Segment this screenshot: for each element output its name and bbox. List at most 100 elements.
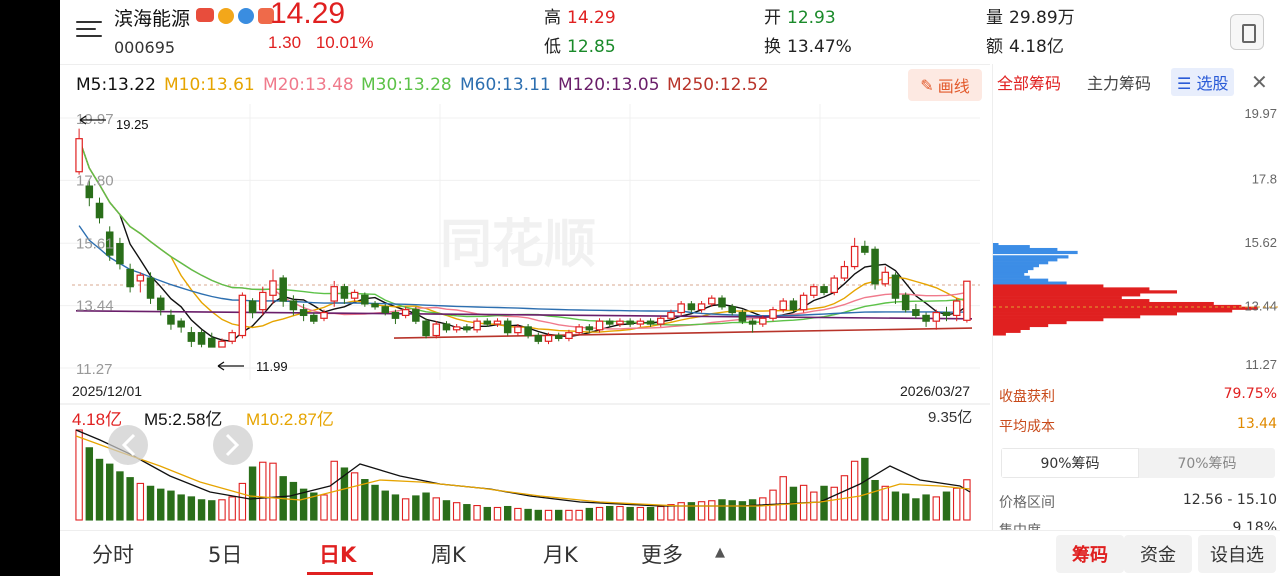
volume-bar: [75, 429, 83, 521]
volume-bar: [350, 472, 359, 521]
chip-bar: [993, 278, 1049, 282]
chip-bar: [993, 247, 1058, 252]
tab-more[interactable]: 更多: [641, 543, 683, 567]
volume-bar: [524, 508, 532, 521]
candle: [340, 283, 349, 304]
volume-bar: [299, 488, 308, 521]
candle: [136, 272, 145, 293]
volume-bar: [157, 488, 165, 521]
volume-bar: [218, 499, 226, 521]
chip-bar: [993, 266, 1034, 271]
svg-text:19.25: 19.25: [116, 117, 149, 132]
lightning-icon[interactable]: [258, 8, 274, 24]
volume-bar: [728, 500, 736, 521]
prev-arrow-icon[interactable]: [108, 425, 148, 465]
candle: [177, 318, 185, 333]
volume-bar: [881, 485, 889, 521]
candle: [514, 324, 522, 336]
vol-ma-lines: [75, 429, 971, 507]
candle: [871, 246, 879, 290]
amount: 额 4.18亿: [986, 37, 1064, 57]
tab-all-chips[interactable]: 全部筹码: [997, 74, 1062, 93]
share-icon[interactable]: [238, 8, 254, 24]
volume-bar: [901, 493, 910, 521]
candle: [116, 237, 124, 270]
candle: [95, 197, 104, 224]
seg-70[interactable]: 70%筹码: [1177, 456, 1237, 472]
chip-button[interactable]: 筹码: [1056, 535, 1124, 573]
tab-main-chips[interactable]: 主力筹码: [1087, 74, 1152, 93]
chip-bar: [993, 243, 999, 247]
close-icon[interactable]: ✕: [1251, 70, 1268, 94]
candle: [616, 318, 624, 327]
volume-bar: [891, 491, 900, 521]
volume-bar: [585, 507, 594, 521]
candle: [554, 332, 563, 342]
volume-bar: [657, 505, 665, 521]
chip-bar: [993, 301, 1214, 306]
candle: [85, 180, 94, 207]
candle: [197, 329, 206, 348]
weibo-icon[interactable]: [218, 8, 234, 24]
y-label: 17.80: [76, 172, 114, 189]
chip-bar: [993, 272, 1025, 276]
volume-bar: [248, 466, 257, 521]
candle: [810, 283, 818, 299]
volume-bar: [595, 506, 604, 521]
volume-bar: [544, 509, 553, 521]
hot-badge-icon[interactable]: [196, 8, 214, 22]
candle: [391, 309, 400, 325]
chip-y-label: 19.97: [1244, 106, 1277, 121]
rotate-screen-button[interactable]: [1230, 14, 1264, 50]
ma10-label: M10:13.61: [164, 75, 255, 95]
ma30-label: M30:13.28: [361, 75, 452, 95]
draw-line-button[interactable]: ✎ 画线: [908, 69, 982, 101]
volume-bar: [830, 486, 838, 521]
chip-bar: [993, 306, 1258, 310]
chip-bar: [993, 290, 1177, 294]
min-annotation: 11.99: [217, 359, 288, 374]
menu-icon[interactable]: [76, 18, 102, 40]
candle: [769, 306, 777, 322]
volume-bar: [116, 471, 124, 521]
svg-text:11.99: 11.99: [256, 359, 288, 374]
tab-intraday[interactable]: 分时: [92, 543, 134, 567]
fund-button[interactable]: 资金: [1124, 535, 1192, 573]
volume-bar: [708, 500, 716, 521]
tab-monthly-k[interactable]: 月K: [543, 543, 578, 567]
candle: [942, 306, 951, 322]
candle: [932, 309, 941, 330]
volume-bar: [963, 479, 971, 521]
chip-bar: [993, 245, 1030, 249]
candle: [718, 295, 726, 310]
candle: [207, 332, 216, 348]
avg-cost: 平均成本 13.44: [999, 416, 1277, 435]
volume-bar: [381, 490, 389, 521]
volume: 量 29.89万: [986, 8, 1075, 28]
candle: [840, 260, 849, 281]
chip-bar: [993, 299, 1150, 303]
volume-bar: [626, 506, 634, 521]
candle: [371, 301, 379, 310]
candle: [269, 269, 277, 304]
candle: [259, 286, 267, 316]
next-arrow-icon[interactable]: [213, 425, 253, 465]
tab-weekly-k[interactable]: 周K: [431, 543, 466, 567]
volume-current: 4.18亿: [72, 410, 122, 429]
tab-daily-k[interactable]: 日K: [319, 543, 357, 567]
volume-bar: [401, 498, 410, 521]
volume-bar: [555, 509, 563, 521]
candle: [861, 240, 869, 256]
chip-bar: [993, 255, 1069, 259]
add-watchlist-button[interactable]: 设自选: [1198, 535, 1276, 573]
chip-bar: [993, 312, 1177, 316]
stock-detail-app: 滨海能源 000695 14.29 1.30 10.01% 高 14.29 低 12…: [60, 0, 1280, 576]
volume-bars: [75, 429, 971, 521]
candle: [952, 298, 961, 322]
tab-select-stock[interactable]: ☰ 选股: [1171, 68, 1235, 96]
seg-90[interactable]: 90%筹码: [1001, 448, 1139, 478]
candle: [524, 324, 532, 339]
tab-5day[interactable]: 5日: [208, 543, 243, 567]
chevron-up-icon[interactable]: ▲: [715, 545, 725, 560]
